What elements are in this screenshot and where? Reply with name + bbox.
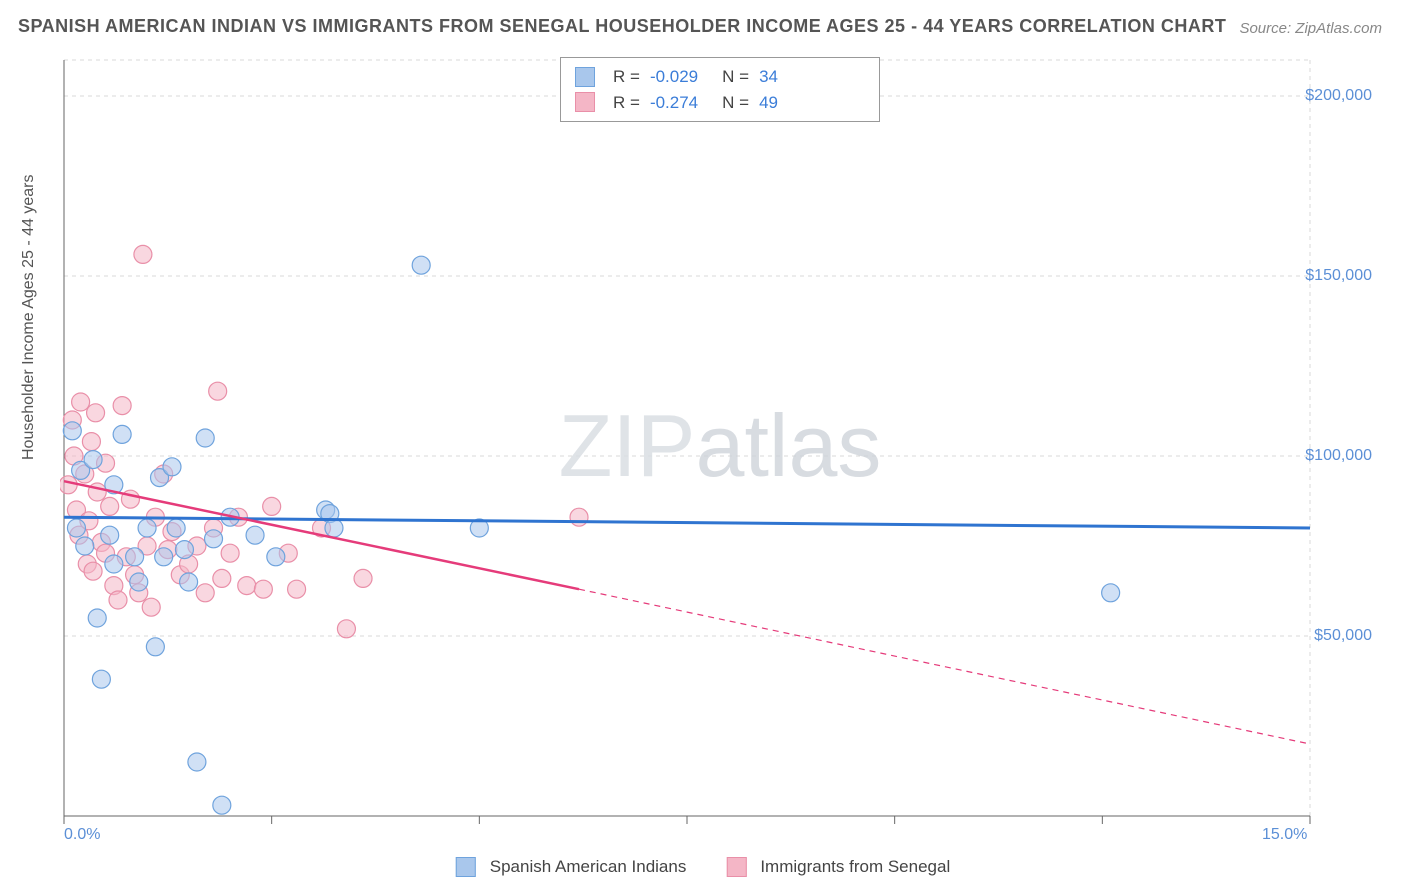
y-tick-label: $100,000 — [1305, 447, 1372, 465]
stats-row-1: R = -0.029 N = 34 — [575, 64, 865, 90]
stats-row-2: R = -0.274 N = 49 — [575, 90, 865, 116]
bottom-legend: Spanish American Indians Immigrants from… — [456, 857, 950, 877]
y-tick-label: $200,000 — [1305, 87, 1372, 105]
chart-title: SPANISH AMERICAN INDIAN VS IMMIGRANTS FR… — [18, 16, 1226, 37]
r-value-1: -0.029 — [650, 64, 698, 90]
plot-area: ZIPatlas R = -0.029 N = 34 R = -0.274 N … — [60, 56, 1380, 836]
n-value-1: 34 — [759, 64, 778, 90]
r-value-2: -0.274 — [650, 90, 698, 116]
y-axis-label: Householder Income Ages 25 - 44 years — [20, 175, 38, 461]
x-tick-label: 15.0% — [1262, 826, 1307, 844]
source-attribution: Source: ZipAtlas.com — [1239, 20, 1382, 37]
legend-item-1: Spanish American Indians — [456, 857, 687, 877]
swatch-series2-icon — [726, 857, 746, 877]
chart-svg — [60, 56, 1380, 836]
y-tick-label: $50,000 — [1314, 627, 1372, 645]
swatch-series1-icon — [456, 857, 476, 877]
stats-legend-box: R = -0.029 N = 34 R = -0.274 N = 49 — [560, 57, 880, 122]
swatch-series1-icon — [575, 67, 595, 87]
n-label: N = — [722, 90, 749, 116]
n-label: N = — [722, 64, 749, 90]
legend-item-2: Immigrants from Senegal — [726, 857, 950, 877]
n-value-2: 49 — [759, 90, 778, 116]
legend-label-1: Spanish American Indians — [490, 857, 687, 877]
r-label: R = — [613, 90, 640, 116]
swatch-series2-icon — [575, 92, 595, 112]
r-label: R = — [613, 64, 640, 90]
y-tick-label: $150,000 — [1305, 267, 1372, 285]
x-tick-label: 0.0% — [64, 826, 100, 844]
legend-label-2: Immigrants from Senegal — [760, 857, 950, 877]
